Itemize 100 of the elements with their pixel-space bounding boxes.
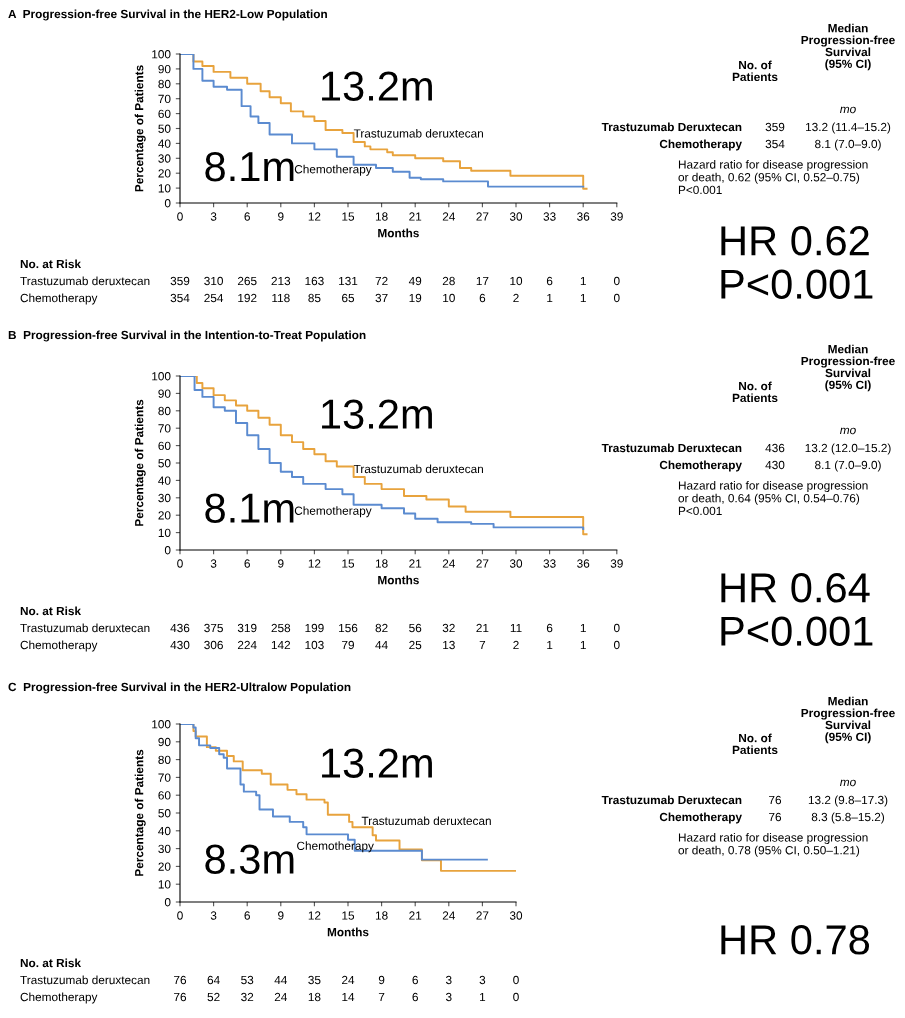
annotation: 8.1m — [205, 493, 294, 523]
y-tick-label: 20 — [158, 511, 171, 520]
y-tick-label: 60 — [158, 791, 171, 800]
text: Chemotherapy — [659, 460, 742, 472]
text: 76 — [769, 795, 782, 805]
text: 64 53 44 35 24 9 6 3 3 0 — [207, 975, 519, 985]
x-tick-label: 6 — [244, 911, 250, 920]
text: No. at Risk — [20, 958, 82, 968]
x-tick-label: 27 — [476, 559, 489, 568]
y-tick-label: 80 — [158, 79, 171, 89]
text: 254 192 118 85 65 37 19 10 6 2 1 1 0 — [204, 293, 620, 303]
text: 436 — [765, 443, 785, 453]
y-tick-label: 100 — [152, 720, 171, 729]
annotation: 8.3m — [205, 844, 294, 875]
annotation: Trastuzumab Deruxtecan — [601, 122, 742, 132]
y-axis-title: Percentage of Patients — [134, 65, 146, 192]
x-tick-label: 0 — [177, 212, 183, 221]
text: 359 — [765, 122, 785, 132]
x-tick-label: 30 — [509, 911, 523, 920]
y-tick-label: 40 — [158, 139, 171, 148]
x-tick-label: 3 — [210, 559, 217, 568]
x-tick-label: 9 — [278, 212, 284, 221]
x-tick-label: 27 — [476, 212, 489, 221]
x-tick-label: 30 — [509, 212, 523, 221]
y-tick-label: 20 — [158, 169, 171, 178]
annotation: 13.2m — [322, 748, 432, 778]
text: 52 32 24 18 14 7 6 3 1 0 — [207, 992, 519, 1002]
y-tick-label: 60 — [158, 441, 171, 450]
text: Hazard ratio for disease progression or death, 0.78 (95% CI, 0.50–1.21) — [678, 833, 868, 857]
y-axis-title: Percentage of Patients — [134, 399, 146, 526]
x-tick-label: 12 — [308, 212, 321, 221]
x-tick-label: 24 — [442, 911, 456, 920]
text: 8.1 (7.0–9.0) — [815, 139, 881, 151]
y-tick-label: 30 — [158, 493, 171, 503]
y-tick-label: 70 — [158, 424, 171, 433]
y-tick-label: 70 — [158, 773, 171, 782]
series-label: Chemotherapy — [294, 506, 372, 518]
text: 359 — [170, 276, 190, 286]
text: No. of Patients — [732, 381, 778, 403]
text: Median Progression-free Survival (95% CI) — [801, 696, 895, 744]
x-tick-label: 0 — [177, 911, 183, 920]
text: 354 — [765, 139, 785, 149]
x-tick-label: 6 — [244, 212, 250, 221]
text: 13.2 (12.0–15.2) — [805, 443, 891, 455]
text: mo — [840, 106, 856, 114]
text: 76 — [769, 812, 782, 822]
text: No. at Risk — [20, 606, 82, 616]
x-tick-label: 24 — [442, 212, 456, 221]
x-tick-label: 30 — [509, 559, 523, 568]
y-tick-label: 30 — [158, 154, 171, 163]
series-label: Trastuzumab deruxtecan — [361, 816, 491, 826]
y-tick-label: 10 — [158, 528, 171, 537]
y-tick-label: 50 — [158, 809, 171, 818]
y-tick-label: 80 — [158, 755, 171, 764]
text: No. of Patients — [732, 733, 778, 755]
text: No. of Patients — [732, 60, 778, 82]
y-tick-label: 100 — [152, 50, 171, 59]
y-tick-label: 60 — [158, 109, 171, 118]
x-tick-label: 33 — [543, 559, 556, 568]
text: 8.1 (7.0–9.0) — [815, 460, 881, 472]
text: 306 224 142 103 79 44 25 13 7 2 1 1 0 — [204, 640, 620, 650]
x-tick-label: 3 — [210, 212, 217, 221]
x-tick-label: 39 — [610, 212, 623, 221]
y-tick-label: 90 — [158, 737, 171, 747]
x-tick-label: 18 — [375, 559, 388, 568]
text: No. at Risk — [20, 259, 82, 269]
text: HR 0.78 — [721, 925, 870, 955]
annotation: 13.2m — [322, 399, 432, 429]
text: 76 — [174, 992, 187, 1002]
y-tick-label: 10 — [158, 880, 171, 889]
text: HR 0.64 P<0.001 — [721, 573, 873, 646]
y-tick-label: 90 — [158, 389, 171, 398]
text: 8.3 (5.8–15.2) — [811, 812, 885, 824]
x-tick-label: 15 — [342, 911, 355, 920]
x-tick-label: 9 — [278, 559, 284, 568]
chart-title: A Progression-free Survival in the HER2-Low Population — [8, 9, 327, 21]
text: mo — [840, 779, 856, 787]
y-tick-label: 0 — [164, 199, 171, 208]
x-tick-label: 36 — [577, 212, 590, 221]
chart-title: C Progression-free Survival in the HER2-Ultralow Population — [8, 682, 351, 694]
text: Hazard ratio for disease progression or death, 0.64 (95% CI, 0.54–0.76) P<0.001 — [678, 481, 868, 516]
x-tick-label: 3 — [210, 911, 217, 920]
text: mo — [840, 427, 856, 435]
x-tick-label: 21 — [409, 212, 422, 221]
text: 436 — [170, 623, 190, 633]
text: 13.2 (11.4–15.2) — [806, 122, 891, 134]
y-tick-label: 20 — [158, 862, 171, 871]
annotation: Trastuzumab Deruxtecan — [601, 443, 742, 453]
text: 430 — [765, 460, 785, 470]
chart-title: B Progression-free Survival in the Intention-to-Treat Population — [8, 330, 366, 342]
series-label: Chemotherapy — [294, 164, 372, 176]
x-tick-label: 24 — [442, 559, 456, 568]
y-tick-label: 40 — [158, 826, 171, 836]
x-tick-label: 12 — [308, 911, 321, 920]
text: Chemotherapy — [659, 139, 742, 151]
y-tick-label: 10 — [158, 184, 171, 193]
x-axis-title: Months — [378, 575, 419, 585]
x-tick-label: 18 — [375, 212, 388, 221]
y-tick-label: 40 — [158, 476, 171, 485]
x-axis-title: Months — [378, 228, 419, 238]
